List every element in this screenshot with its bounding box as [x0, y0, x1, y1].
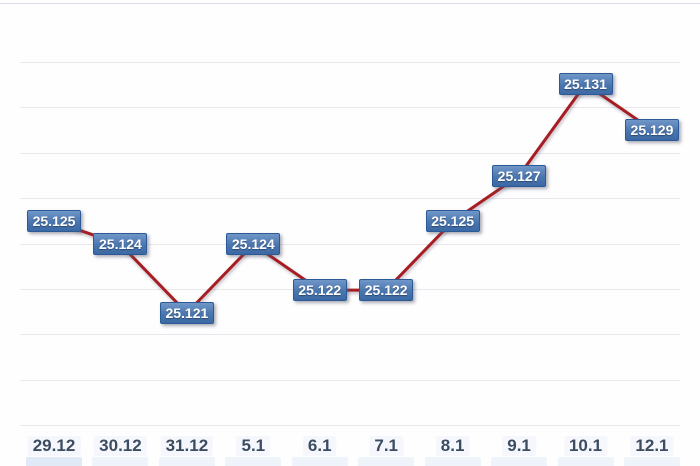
cutoff-box — [358, 457, 415, 466]
x-axis-label: 8.1 — [435, 436, 470, 456]
gridline — [20, 334, 680, 336]
point-value-label: 25.122 — [292, 279, 347, 302]
cutoff-box — [491, 457, 548, 466]
x-axis-label: 29.12 — [27, 436, 81, 456]
point-value-label: 25.122 — [359, 279, 414, 302]
cutoff-box — [424, 457, 481, 466]
point-value-label: 25.129 — [624, 118, 679, 141]
x-axis-label: 31.12 — [160, 436, 214, 456]
cutoff-box — [158, 457, 215, 466]
x-axis-label: 12.1 — [630, 436, 674, 456]
point-value-label: 25.127 — [492, 164, 547, 187]
gridline — [20, 198, 680, 200]
point-value-label: 25.121 — [159, 302, 214, 324]
point-value-label: 25.131 — [558, 73, 613, 95]
gridline — [20, 243, 680, 245]
x-axis-label: 9.1 — [502, 436, 536, 456]
x-axis-label: 10.1 — [563, 436, 608, 456]
cutoff-box — [92, 457, 149, 466]
x-axis-label: 7.1 — [369, 436, 404, 456]
gridline — [20, 62, 680, 63]
price-line-path — [52, 82, 654, 315]
cutoff-box — [26, 457, 82, 466]
point-value-label: 25.125 — [27, 210, 81, 233]
cutoff-box — [557, 457, 614, 466]
gridline — [20, 152, 680, 154]
point-value-label: 25.124 — [226, 233, 281, 256]
top-border-line — [0, 3, 700, 4]
gridline — [20, 379, 680, 381]
point-value-label: 25.124 — [93, 233, 148, 256]
x-axis-label: 6.1 — [302, 436, 337, 456]
x-axis-label: 30.12 — [94, 436, 147, 456]
point-value-label: 25.125 — [425, 210, 480, 233]
gridline — [20, 107, 680, 109]
cutoff-box — [623, 457, 680, 466]
cutoff-box — [291, 457, 348, 466]
gridline — [20, 425, 680, 427]
cutoff-box — [225, 457, 282, 466]
x-axis-label: 5.1 — [236, 436, 271, 456]
